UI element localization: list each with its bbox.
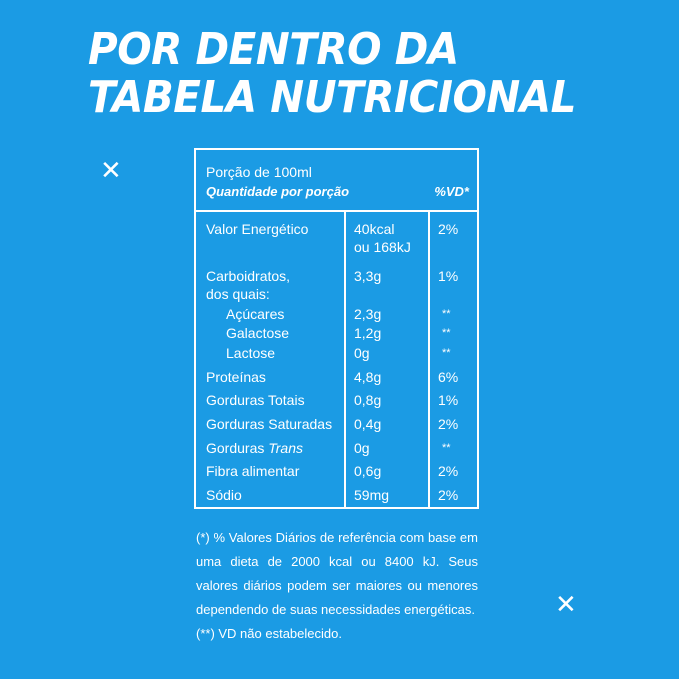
title-line-2: TABELA NUTRICIONAL	[88, 72, 577, 123]
portion-size: Porção de 100ml	[206, 164, 312, 180]
nutrient-name: Gorduras Totais	[206, 392, 305, 408]
nutrient-name: Fibra alimentar	[206, 463, 300, 479]
nutrient-amount: 40kcal ou 168kJ	[354, 221, 411, 255]
nutrient-name: Sódio	[206, 487, 242, 503]
nutrient-amount: 1,2g	[354, 325, 382, 341]
nutrient-vd: **	[442, 327, 451, 339]
nutrient-amount: 3,3g	[354, 268, 382, 284]
vd-header: %VD*	[434, 184, 469, 199]
nutrient-name: Gorduras Saturadas	[206, 416, 333, 432]
nutrient-amount: 0g	[354, 345, 370, 361]
column-divider	[344, 210, 346, 507]
nutrient-vd: **	[442, 308, 451, 320]
nutrient-amount: 0,6g	[354, 463, 382, 479]
nutrient-name: Açúcares	[226, 306, 285, 322]
nutrient-vd: **	[442, 347, 451, 359]
nutrient-vd: 2%	[438, 463, 459, 479]
nutrient-vd: 2%	[438, 416, 459, 432]
quantity-header: Quantidade por porção	[206, 184, 350, 199]
nutrient-name: Carboidratos, dos quais:	[206, 268, 291, 302]
nutrient-name: Galactose	[226, 325, 290, 341]
title-line-1: POR DENTRO DA	[88, 24, 459, 75]
footnote: (*) % Valores Diários de referência com …	[196, 526, 478, 646]
footnote-not-established: (**) VD não estabelecido.	[196, 626, 342, 641]
nutrient-name: Gorduras Trans	[206, 440, 303, 456]
page-title: POR DENTRO DA TABELA NUTRICIONAL	[88, 26, 576, 122]
table-header: Porção de 100ml Quantidade por porção %V…	[196, 150, 477, 212]
nutrient-vd: 6%	[438, 369, 459, 385]
nutrient-name: Lactose	[226, 345, 276, 361]
nutrition-table: Porção de 100ml Quantidade por porção %V…	[194, 148, 479, 509]
nutrient-name: Proteínas	[206, 369, 266, 385]
footnote-reference: (*) % Valores Diários de referência com …	[196, 530, 478, 617]
column-divider	[428, 210, 430, 507]
nutrient-vd: 2%	[438, 487, 459, 503]
nutrient-amount: 4,8g	[354, 369, 382, 385]
cross-mark-icon: ✕	[555, 590, 577, 620]
nutrient-name: Valor Energético	[206, 221, 309, 237]
nutrient-vd: 2%	[438, 221, 459, 237]
nutrient-amount: 2,3g	[354, 306, 382, 322]
nutrient-vd: 1%	[438, 392, 459, 408]
nutrient-vd: 1%	[438, 268, 459, 284]
nutrient-amount: 59mg	[354, 487, 390, 503]
nutrient-vd: **	[442, 442, 451, 454]
cross-mark-icon: ✕	[100, 156, 122, 186]
nutrient-amount: 0,4g	[354, 416, 382, 432]
nutrient-amount: 0,8g	[354, 392, 382, 408]
nutrient-amount: 0g	[354, 440, 370, 456]
